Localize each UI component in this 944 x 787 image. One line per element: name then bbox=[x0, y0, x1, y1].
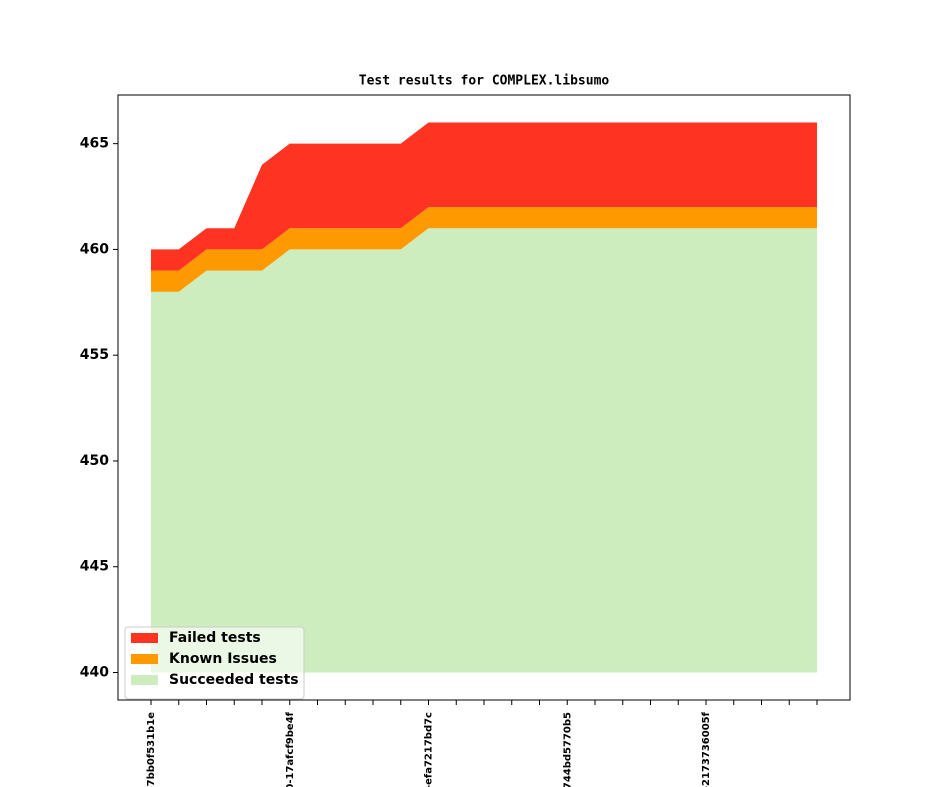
y-tick-label: 465 bbox=[80, 136, 109, 152]
area bbox=[151, 228, 817, 673]
x-tick-label: 0-17afcf9be4f bbox=[285, 711, 296, 787]
legend-swatch bbox=[131, 633, 158, 643]
area bbox=[151, 122, 817, 271]
chart-title: Test results for COMPLEX.libsumo bbox=[359, 74, 610, 89]
y-tick-label: 445 bbox=[80, 559, 109, 575]
x-tick-label: -2173736005f bbox=[701, 711, 712, 787]
legend-box bbox=[124, 626, 305, 700]
x-tick-label: 744bd5770b5 bbox=[562, 712, 573, 787]
legend-label: Known Issues bbox=[169, 651, 277, 667]
y-tick-label: 455 bbox=[80, 347, 109, 363]
legend: Failed tests Known Issues Succeeded tests bbox=[124, 626, 305, 700]
x-tick-label: -efa7217bd7c bbox=[424, 712, 435, 787]
y-tick-label: 450 bbox=[80, 453, 109, 469]
legend-label: Failed tests bbox=[169, 630, 261, 646]
y-tick-label: 440 bbox=[80, 665, 109, 681]
legend-label: Succeeded tests bbox=[169, 672, 299, 688]
x-tick-label: -7bb0f531b1e bbox=[146, 712, 157, 787]
legend-swatch bbox=[131, 654, 158, 664]
legend-swatch bbox=[131, 675, 158, 685]
y-tick-label: 460 bbox=[80, 241, 109, 257]
